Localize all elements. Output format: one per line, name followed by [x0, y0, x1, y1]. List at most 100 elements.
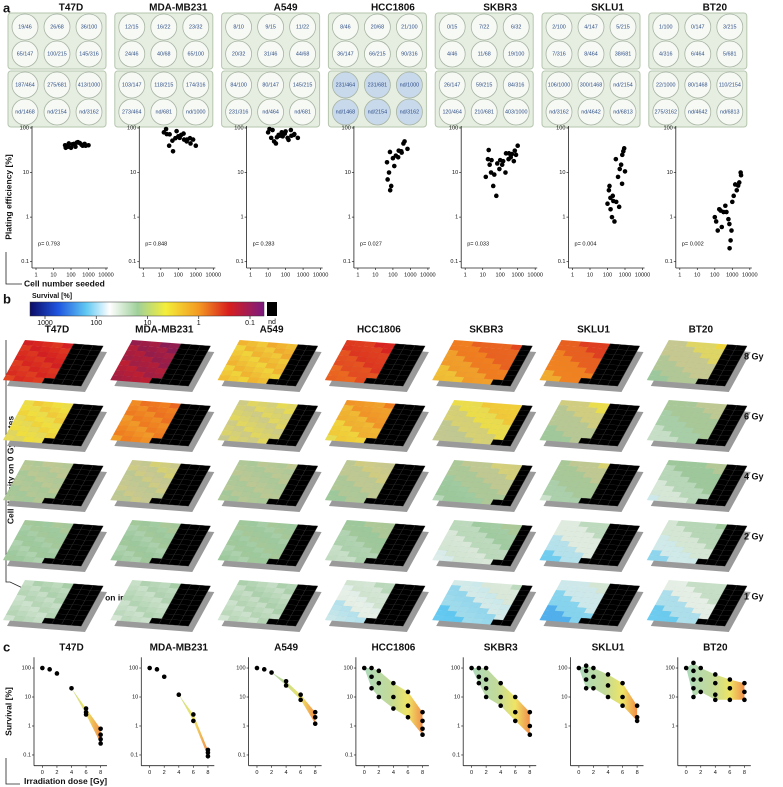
- y-tick-label: 100: [663, 125, 672, 131]
- x-tick-label: 8: [99, 770, 102, 776]
- heatmap-cell: [585, 347, 598, 354]
- point: [621, 146, 627, 151]
- y-tick-label: 10: [130, 170, 136, 176]
- heatmap-cell: [327, 490, 341, 496]
- well: [118, 98, 146, 126]
- heatmap-cell: [582, 592, 596, 599]
- heatmap-cell: [699, 593, 713, 599]
- heatmap-cell: [560, 535, 573, 542]
- heatmap-cell: [440, 600, 454, 606]
- heatmap-cell: [25, 551, 38, 558]
- heatmap-cell: [33, 476, 47, 483]
- heatmap-cell: [592, 593, 605, 599]
- heatmap-cell: [458, 525, 472, 532]
- survival-band: [257, 668, 316, 724]
- heatmap-cell: [366, 553, 380, 559]
- heatmap-cell: [679, 351, 693, 358]
- point: [490, 183, 496, 189]
- heatmap-cell: [41, 341, 55, 348]
- heatmap-cell: [282, 348, 296, 355]
- heatmap-cell: [657, 475, 671, 481]
- y-tick-label: 0.1: [343, 259, 351, 265]
- point: [606, 187, 612, 193]
- heatmap-cell: [670, 410, 683, 417]
- heatmap-cell: [665, 580, 679, 586]
- heatmap-cell: [330, 485, 344, 491]
- point: [369, 674, 374, 680]
- heatmap-cell: [464, 372, 477, 379]
- heatmap-cell: [234, 405, 247, 411]
- point: [736, 180, 742, 185]
- heatmap-cell: [337, 610, 351, 617]
- heatmap-cell: [377, 593, 391, 599]
- heatmap-cell: [392, 620, 407, 627]
- panel-label: a: [3, 0, 11, 15]
- well: [395, 71, 423, 99]
- heatmap-cell: [476, 548, 490, 554]
- heatmap-cell: [232, 365, 246, 372]
- heatmap-cell: [333, 420, 346, 426]
- heatmap-cell: [434, 490, 448, 496]
- heatmap-cell: [373, 342, 387, 349]
- point: [401, 141, 406, 146]
- heatmap-cell: [121, 415, 134, 421]
- heatmap-cell: [11, 540, 24, 546]
- heatmap-cell: [702, 588, 715, 594]
- heatmap-cell: [660, 470, 674, 476]
- heatmap-cell: [661, 605, 675, 612]
- heatmap-cell: [551, 610, 565, 617]
- heatmap-cell: [338, 350, 352, 356]
- heatmap-cell: [490, 583, 504, 589]
- x-tick-label: 2: [485, 770, 488, 776]
- heatmap-tile: [217, 340, 319, 387]
- heatmap-cell: [569, 356, 583, 363]
- heatmap-cell: [352, 481, 366, 488]
- heatmap-cell: [574, 607, 587, 614]
- heatmap-cell: [702, 348, 715, 354]
- heatmap-cell: [496, 609, 509, 616]
- heatmap-cell: [354, 617, 367, 624]
- well: [470, 98, 498, 126]
- heatmap-cell: [157, 483, 171, 489]
- heatmap-cell: [554, 545, 568, 552]
- heatmap-cell: [32, 497, 45, 504]
- heatmap-cell: [678, 612, 692, 619]
- point: [498, 694, 504, 700]
- heatmap-cell: [374, 418, 388, 424]
- heatmap-cell: [20, 360, 34, 367]
- heatmap-cell: [473, 553, 487, 559]
- point: [75, 139, 81, 145]
- heatmap-cell: [366, 373, 380, 379]
- heatmap-cell: [477, 527, 491, 534]
- heatmap-cell: [445, 350, 459, 356]
- heatmap-cell: [266, 522, 279, 529]
- heatmap-cell: [334, 435, 348, 442]
- heatmap-cell: [380, 408, 394, 414]
- point: [503, 170, 508, 175]
- heatmap-cell: [497, 528, 511, 535]
- heatmap-cell: [32, 377, 45, 384]
- point: [620, 694, 625, 700]
- heatmap-cell: [500, 403, 513, 410]
- heatmap-cell: [344, 616, 358, 623]
- heatmap-cell: [15, 610, 29, 617]
- heatmap-cell: [452, 475, 466, 482]
- heatmap-cell: [581, 373, 594, 379]
- well-label: 40/68: [157, 51, 171, 57]
- heatmap-cell: [383, 463, 396, 469]
- heatmap-cell: [670, 350, 683, 357]
- heatmap-cell: [140, 476, 154, 483]
- well-label: nd/681: [294, 109, 311, 115]
- heatmap-cell: [235, 420, 249, 427]
- heatmap-cell: [126, 585, 140, 591]
- heatmap-cell: [654, 420, 668, 426]
- heatmap-cell: [480, 582, 494, 589]
- well: [150, 13, 178, 41]
- heatmap-cell: [126, 345, 140, 351]
- heatmap-cell: [550, 355, 564, 361]
- heatmap-cell: [696, 418, 710, 424]
- heatmap-cell: [459, 361, 473, 368]
- heatmap-cell: [352, 541, 366, 548]
- point: [713, 672, 718, 677]
- point: [742, 697, 747, 703]
